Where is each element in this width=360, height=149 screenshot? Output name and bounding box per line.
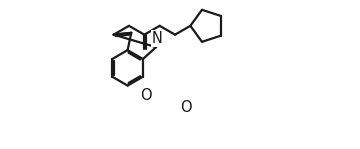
Text: O: O — [140, 88, 152, 103]
Text: O: O — [180, 100, 192, 115]
Text: N: N — [152, 31, 162, 46]
